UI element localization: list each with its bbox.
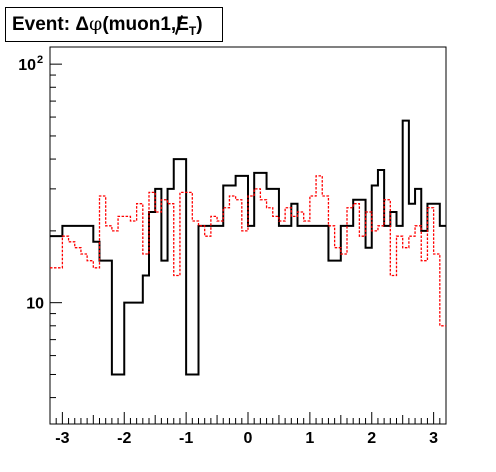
x-tick-label: 2 bbox=[367, 430, 376, 447]
x-tick-label: -1 bbox=[179, 430, 193, 447]
x-tick-label: 1 bbox=[305, 430, 314, 447]
y-tick-label: 10 bbox=[18, 57, 36, 74]
title-met: E bbox=[175, 14, 189, 35]
x-tick-label: -2 bbox=[117, 430, 131, 447]
title-prefix: Event: bbox=[12, 14, 76, 35]
title-delta: Δ bbox=[75, 14, 90, 35]
met-slash-mark bbox=[175, 15, 184, 35]
chart-title: Event: Δφ(muon1,E T) bbox=[5, 7, 223, 42]
x-tick-label: 3 bbox=[429, 430, 438, 447]
title-close: ) bbox=[196, 14, 203, 35]
y-tick-label-exponent: 2 bbox=[37, 54, 43, 66]
x-tick-label: 0 bbox=[244, 430, 253, 447]
x-tick-label: -3 bbox=[55, 430, 69, 447]
x-axis: -3 -2 -1 0 1 2 3 bbox=[55, 412, 441, 447]
title-met-sub: T bbox=[188, 24, 197, 38]
plot-frame bbox=[49, 46, 447, 425]
histogram-series-2 bbox=[50, 175, 446, 327]
title-open: (muon1, bbox=[102, 14, 177, 35]
y-tick-label: 10 bbox=[26, 296, 44, 313]
title-phi: φ bbox=[89, 13, 103, 35]
series-layer bbox=[50, 119, 446, 376]
